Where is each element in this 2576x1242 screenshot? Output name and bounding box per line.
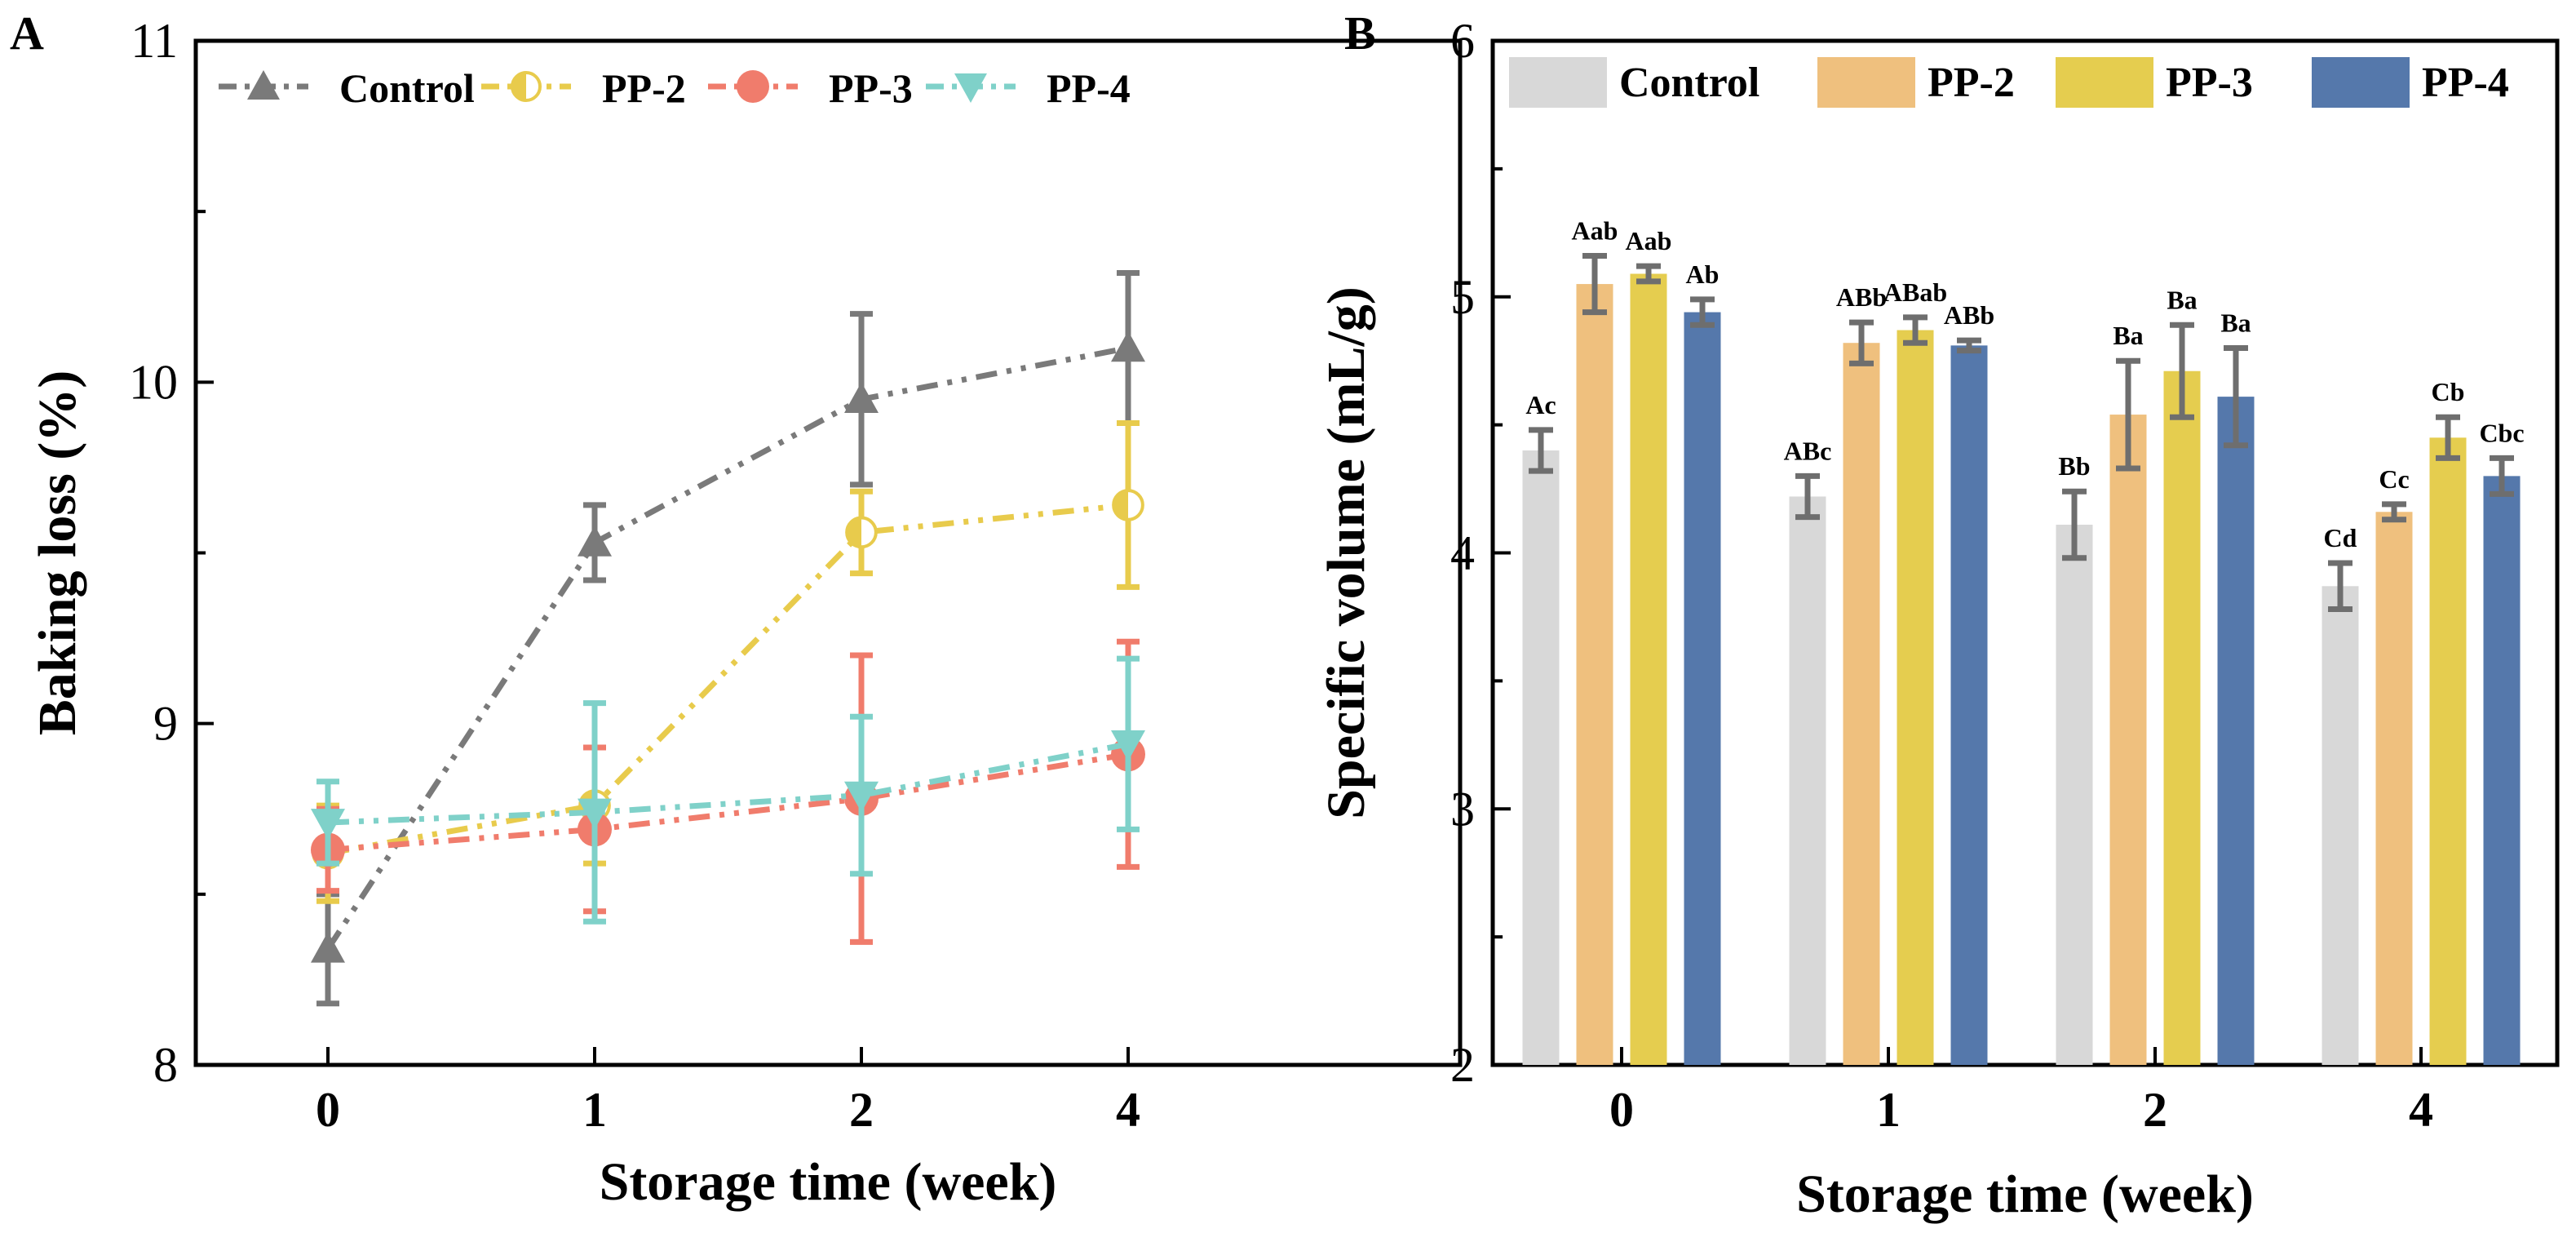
y-axis-label: Baking loss (%)	[28, 370, 87, 735]
series-control-bar	[1789, 496, 1826, 1065]
y-tick-label: 5	[1450, 270, 1475, 324]
series-pp-4-marker	[311, 809, 345, 840]
y-tick-label: 8	[153, 1038, 178, 1092]
series-control-significance-label: Cd	[2324, 523, 2357, 552]
legend-pp-4-swatch	[2312, 57, 2410, 108]
y-tick-label: 10	[129, 355, 178, 409]
legend-pp-3-marker	[737, 70, 769, 103]
series-control-bar	[2056, 524, 2093, 1065]
series-pp-3-line	[327, 751, 1129, 853]
y-axis-label: Specific volume (mL/g)	[1317, 286, 1376, 819]
series-pp-3-bar	[2163, 370, 2201, 1065]
series-control-significance-label: ABc	[1784, 436, 1832, 465]
x-tick-label: 0	[316, 1083, 340, 1137]
panel-label: B	[1344, 7, 1376, 60]
x-tick-label: 4	[1116, 1083, 1140, 1137]
x-tick-label: 2	[2143, 1083, 2167, 1137]
series-control-significance-label: Ac	[1525, 390, 1556, 419]
series-pp-3-significance-label: Aab	[1626, 226, 1672, 255]
legend-pp-3-label: PP-3	[829, 65, 913, 111]
series-pp-3-significance-label: Ba	[2167, 285, 2197, 314]
series-control-marker	[1111, 330, 1145, 362]
series-pp-2-bar	[1843, 343, 1880, 1066]
series-control-marker	[578, 525, 612, 557]
y-tick-label: 4	[1450, 526, 1475, 580]
x-tick-label: 0	[1609, 1083, 1634, 1137]
series-pp-3-bar	[2429, 437, 2467, 1065]
series-pp-2-marker	[845, 516, 878, 549]
legend-pp-3-label: PP-3	[2166, 60, 2253, 106]
series-pp-3-bar	[1630, 273, 1667, 1065]
legend-pp-3-swatch	[2056, 57, 2153, 108]
series-pp-4-marker	[844, 781, 879, 813]
series-pp-2-line	[327, 502, 1129, 857]
y-tick-label: 2	[1450, 1038, 1475, 1092]
legend-pp-2-marker-half-fill	[512, 73, 526, 100]
legend-pp-4-marker	[954, 73, 987, 103]
x-tick-label: 1	[582, 1083, 607, 1137]
y-tick-label: 3	[1450, 782, 1475, 836]
panel-a-chart: A 8 9 10 11 0 1 2 4 Storage time (week) Baking los…	[10, 7, 1463, 1212]
series-pp-2-significance-label: Aab	[1572, 216, 1618, 246]
legend-control-swatch	[1509, 57, 1607, 108]
legend-control-marker	[247, 70, 280, 100]
series-pp-2-bar	[2109, 415, 2147, 1065]
legend-pp-2-swatch	[1817, 57, 1915, 108]
legend-pp-2-label: PP-2	[1928, 60, 2015, 106]
panel-label: A	[10, 7, 44, 60]
series-pp-4-marker	[578, 798, 612, 830]
series-control-significance-label: Bb	[2058, 451, 2090, 481]
x-tick-label: 1	[1876, 1083, 1901, 1137]
series-pp-2-marker-half-fill	[1113, 490, 1128, 520]
series-pp-4-marker	[1111, 730, 1145, 761]
y-tick-label: 11	[131, 14, 178, 68]
legend-control-label: Control	[1619, 60, 1759, 106]
series-pp-2-marker	[1112, 489, 1144, 521]
series-pp-4-significance-label: Ab	[1686, 259, 1720, 289]
x-tick-label: 4	[2409, 1083, 2433, 1137]
series-pp-2-bar	[2375, 512, 2413, 1065]
legend-control-label: Control	[339, 65, 475, 111]
series-pp-4-bar	[1684, 312, 1721, 1065]
series-pp-4-significance-label: Ba	[2220, 308, 2251, 338]
series-control-bar	[2321, 586, 2359, 1065]
series-pp-4-significance-label: Cbc	[2479, 418, 2524, 447]
y-tick-label: 9	[153, 697, 178, 751]
panel-b-chart: B 2 3 4 5 6 0 1 2 4 Storage time (week) Specific vo…	[1317, 7, 2560, 1224]
series-pp-2-significance-label: Cc	[2379, 464, 2409, 494]
series-pp-3-significance-label: ABab	[1883, 277, 1947, 307]
legend-pp-4-label: PP-4	[1047, 65, 1131, 111]
series-pp-3-significance-label: Cb	[2432, 377, 2465, 406]
series-pp-4-line	[327, 741, 1129, 826]
series-pp-4-bar	[2483, 476, 2521, 1065]
series-control-marker	[844, 382, 879, 414]
x-axis-label: Storage time (week)	[1796, 1164, 2254, 1224]
legend-pp-2-label: PP-2	[602, 65, 686, 111]
legend-pp-4-label: PP-4	[2422, 60, 2509, 106]
y-tick-label: 6	[1450, 14, 1475, 68]
series-control-line	[325, 345, 1129, 951]
series-pp-2-marker-half-fill	[847, 517, 861, 548]
series-pp-2-significance-label: Ba	[2113, 321, 2143, 350]
series-pp-4-bar	[2217, 397, 2255, 1065]
plot-frame	[193, 38, 1463, 1067]
series-control-bar	[1522, 450, 1560, 1065]
series-pp-2-bar	[1576, 284, 1613, 1065]
series-pp-4-bar	[1950, 345, 1988, 1065]
series-pp-4-significance-label: ABb	[1944, 300, 1994, 330]
x-tick-label: 2	[849, 1083, 874, 1137]
x-axis-label: Storage time (week)	[600, 1152, 1057, 1212]
legend-pp-2-marker	[511, 71, 542, 102]
series-pp-2-significance-label: ABb	[1836, 282, 1887, 312]
series-control-marker	[311, 931, 345, 963]
series-pp-3-bar	[1897, 330, 1934, 1066]
